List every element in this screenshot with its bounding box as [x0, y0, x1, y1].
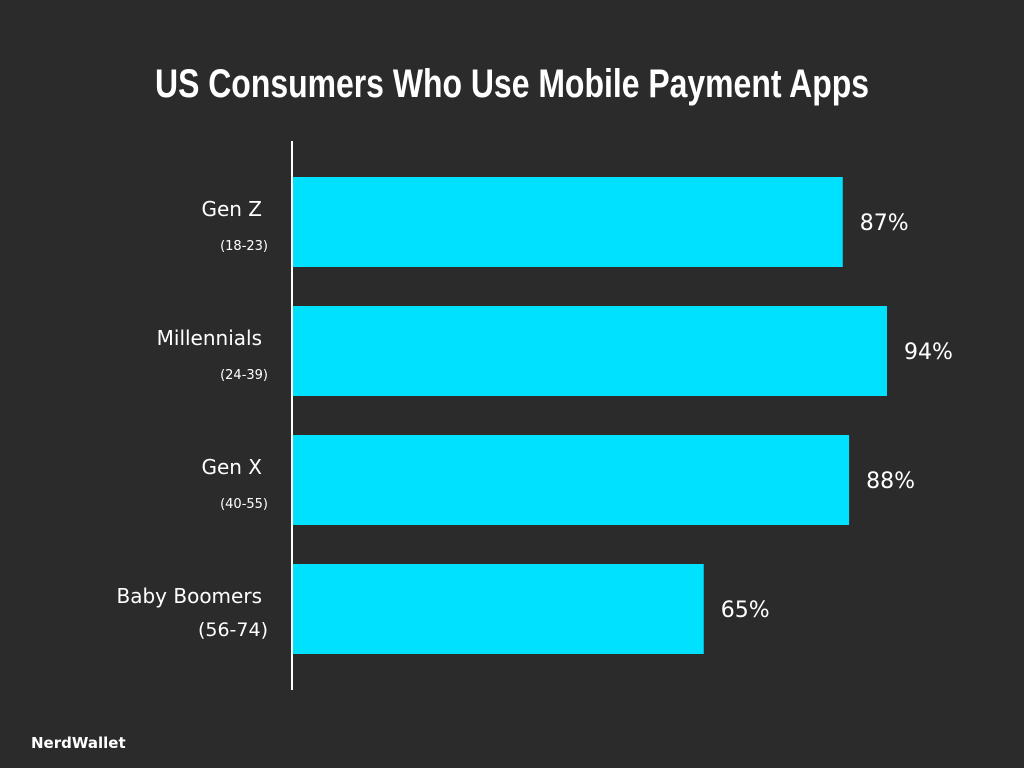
category-subtitle: (56-74)	[198, 619, 268, 641]
category-subtitle: (24-39)	[220, 368, 268, 383]
category-label: Gen Z	[201, 197, 262, 221]
value-label: 88%	[866, 469, 915, 494]
bar-gen-z	[293, 177, 843, 267]
bar-millennials	[293, 306, 887, 396]
value-label: 94%	[904, 340, 953, 365]
nerdwallet-logo: NerdWallet	[31, 734, 126, 752]
bar-gen-x	[293, 435, 850, 525]
value-label: 87%	[860, 211, 909, 236]
category-subtitle: (18-23)	[220, 239, 268, 254]
bar-baby-boomers	[293, 564, 704, 654]
category-label: Baby Boomers	[117, 584, 263, 608]
value-label: 65%	[721, 598, 770, 623]
category-label: Gen X	[201, 455, 262, 479]
category-subtitle: (40-55)	[220, 497, 268, 512]
bars-group: 87% Gen Z (18-23) 94% Millennials (24-39) 88% G…	[117, 177, 953, 654]
chart-title: US Consumers Who Use Mobile Payment Apps	[155, 62, 869, 106]
category-label: Millennials	[157, 326, 262, 350]
